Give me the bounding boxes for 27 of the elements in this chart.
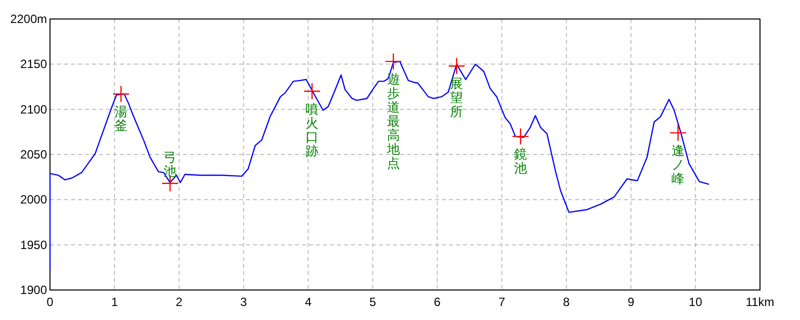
x-tick-label: 3 [240, 295, 248, 309]
annotation: 遊歩道最高地点 [386, 72, 400, 172]
annotation: 噴火口跡 [306, 102, 319, 160]
x-tick-label: 6 [434, 295, 441, 309]
x-tick-label: 4 [304, 295, 312, 309]
y-tick-label: 2150 [20, 57, 48, 72]
x-tick-label: 0 [46, 295, 54, 309]
x-tick-label: 1 [111, 295, 118, 309]
annotation: 展望所 [450, 76, 464, 120]
annotation: 湯釜 [114, 104, 128, 134]
y-tick-label: 1950 [20, 238, 48, 252]
annotation: 弓池 [164, 150, 177, 180]
x-tick-label: 10 [688, 295, 702, 309]
x-tick-label: 9 [628, 295, 635, 309]
annotation: 鏡池 [514, 147, 528, 176]
annotation: 逢ノ峰 [672, 144, 685, 187]
line-series [49, 60, 710, 271]
x-tick-label: 5 [369, 295, 376, 309]
y-tick-label: 1900 [20, 283, 48, 297]
y-tick-label: 2200m [10, 12, 47, 26]
x-tick-label: 7 [498, 295, 506, 309]
y-tick-label: 2100 [20, 102, 48, 116]
x-tick-label: 8 [563, 295, 570, 309]
y-tick-label: 2000 [20, 192, 48, 207]
x-tick-label: 2 [176, 295, 183, 309]
y-tick-label: 2050 [20, 148, 48, 162]
x-tick-label: 11km [746, 295, 774, 309]
